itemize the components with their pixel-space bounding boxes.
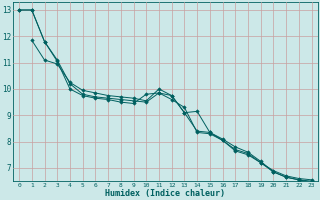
X-axis label: Humidex (Indice chaleur): Humidex (Indice chaleur) [105, 189, 225, 198]
